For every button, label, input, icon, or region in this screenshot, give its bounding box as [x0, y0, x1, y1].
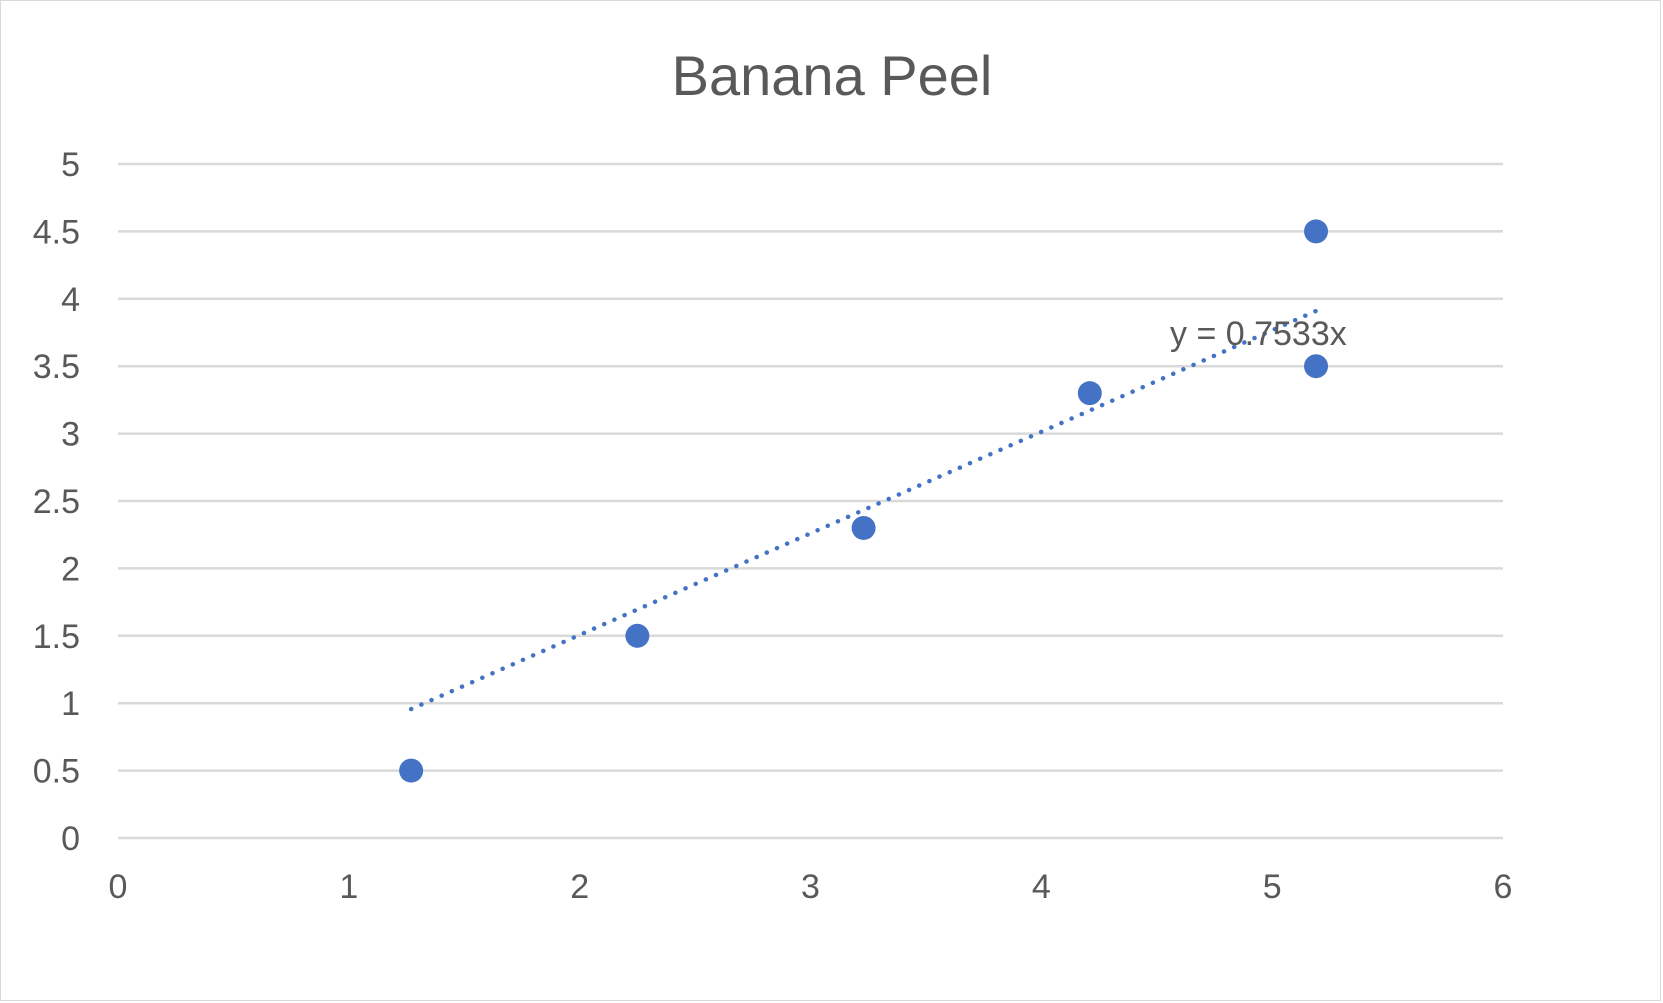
data-points [399, 219, 1329, 783]
y-tick-label: 0 [61, 820, 80, 858]
y-tick-label: 2.5 [33, 483, 80, 521]
chart-title: Banana Peel [672, 44, 993, 107]
x-tick-label: 6 [1494, 868, 1513, 906]
trendline [408, 308, 1319, 712]
x-tick-label: 2 [570, 868, 589, 906]
x-tick-label: 4 [1032, 868, 1051, 906]
data-point [625, 623, 650, 648]
tick-labels: 0 0.5 1 1.5 2 2.5 3 3.5 4 4.5 5 0 1 2 3 4 5 6 [33, 146, 1513, 906]
trendline-equation: y = 0.7533x [1170, 315, 1347, 353]
data-point [1304, 219, 1329, 244]
data-point [399, 758, 424, 783]
trendline-group: y = 0.7533x [408, 308, 1347, 712]
data-point [851, 515, 876, 540]
y-tick-label: 5 [61, 146, 80, 184]
x-tick-label: 3 [801, 868, 820, 906]
y-tick-label: 3.5 [33, 348, 80, 386]
gridlines [118, 162, 1503, 840]
y-tick-label: 1 [61, 685, 80, 723]
y-tick-label: 2 [61, 550, 80, 588]
y-tick-label: 0.5 [33, 753, 80, 791]
x-tick-label: 1 [339, 868, 358, 906]
data-point [1077, 381, 1102, 406]
y-tick-label: 4 [61, 281, 80, 319]
y-tick-label: 1.5 [33, 618, 80, 656]
y-tick-label: 3 [61, 416, 80, 454]
y-tick-label: 4.5 [33, 213, 80, 251]
data-point [1304, 354, 1329, 379]
x-tick-label: 0 [109, 868, 128, 906]
x-tick-label: 5 [1263, 868, 1282, 906]
